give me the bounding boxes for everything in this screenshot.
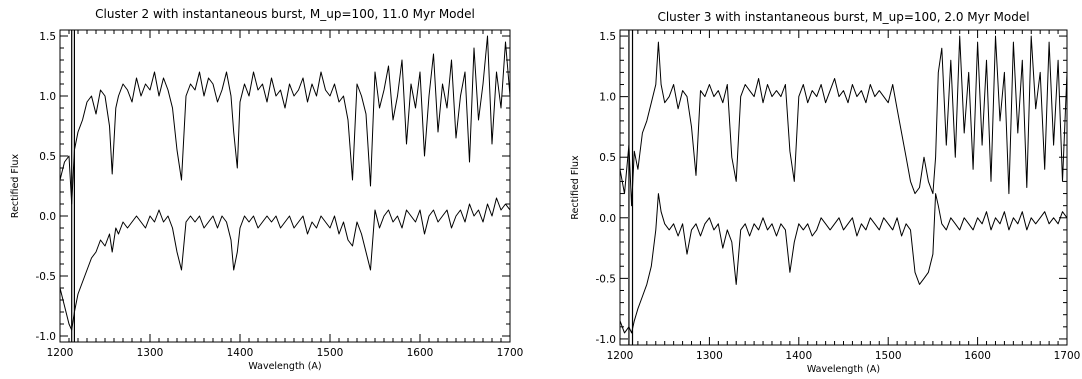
- plot-panel-2: Cluster 3 with instantaneous burst, M_up…: [570, 10, 1080, 375]
- plot-frame: [59, 29, 511, 343]
- observed-spectrum-line: [620, 35, 1067, 207]
- model-residual-line: [620, 193, 1067, 334]
- y-tick-label: 1.0: [39, 91, 56, 103]
- x-tick-label: 1200: [47, 347, 74, 359]
- x-tick-label: 1300: [137, 347, 164, 359]
- y-tick-label: 0.5: [599, 152, 616, 164]
- x-tick-label: 1600: [964, 350, 991, 362]
- x-axis-label: Wavelength (A): [807, 364, 880, 375]
- y-tick-label: 1.0: [599, 92, 616, 104]
- x-tick-label: 1500: [875, 350, 902, 362]
- y-tick-label: -0.5: [596, 273, 617, 285]
- x-tick-label: 1700: [497, 347, 524, 359]
- y-tick-label: 0.5: [39, 151, 56, 163]
- y-axis-label: Rectified Flux: [10, 154, 21, 219]
- x-axis-label: Wavelength (A): [248, 361, 321, 372]
- y-tick-label: -1.0: [596, 334, 617, 346]
- plot-frame: [619, 29, 1068, 346]
- x-tick-label: 1200: [607, 350, 634, 362]
- y-tick-label: 0.0: [599, 213, 616, 225]
- y-axis-label: Rectified Flux: [570, 155, 581, 220]
- observed-spectrum-line: [60, 35, 510, 205]
- x-tick-label: 1700: [1054, 350, 1081, 362]
- plot-panel-1: Cluster 2 with instantaneous burst, M_up…: [10, 7, 523, 372]
- x-tick-label: 1400: [785, 350, 812, 362]
- y-tick-label: 1.5: [39, 31, 56, 43]
- y-tick-label: 0.0: [39, 211, 56, 223]
- chart-title: Cluster 3 with instantaneous burst, M_up…: [657, 10, 1029, 24]
- x-tick-label: 1500: [317, 347, 344, 359]
- model-residual-line: [60, 197, 510, 331]
- y-tick-label: -0.5: [36, 271, 57, 283]
- y-tick-label: 1.5: [599, 31, 616, 43]
- x-tick-label: 1600: [407, 347, 434, 359]
- x-tick-label: 1400: [227, 347, 254, 359]
- chart-title: Cluster 2 with instantaneous burst, M_up…: [95, 7, 475, 21]
- x-tick-label: 1300: [696, 350, 723, 362]
- y-tick-label: -1.0: [36, 331, 57, 343]
